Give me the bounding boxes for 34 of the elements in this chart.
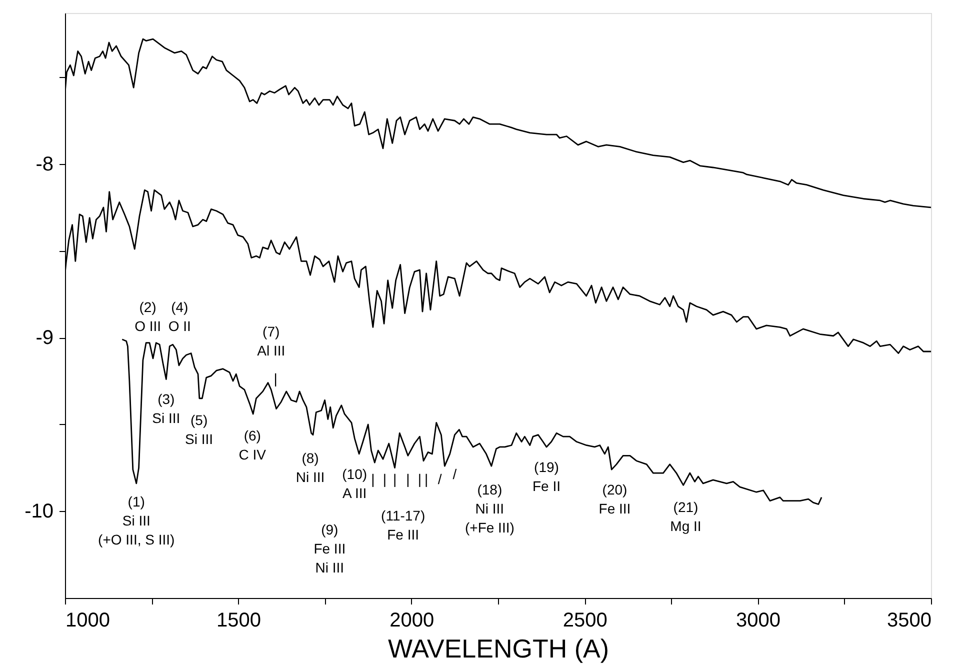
x-tick-label: 1500	[216, 610, 261, 632]
x-tick-label: 2500	[562, 610, 608, 632]
annotation: /	[438, 471, 442, 488]
y-tick-label: -8	[36, 154, 54, 176]
annotation: |	[392, 471, 397, 488]
annotation: |	[406, 471, 410, 488]
y-tick-label: -10	[24, 500, 54, 523]
annotation: (11-17) Fe III	[381, 507, 426, 542]
x-tick-label: 3000	[736, 610, 781, 632]
annotation: |	[382, 471, 387, 488]
annotation: |	[274, 370, 278, 386]
annotation: |	[371, 471, 375, 488]
annotation: (3) Si III	[152, 391, 180, 426]
annotation: (5) Si III	[185, 412, 214, 447]
annotation: (4) O II	[168, 299, 191, 334]
annotation: (20) Fe III	[598, 481, 631, 516]
annotation: (2) O III	[134, 299, 162, 334]
annotation: (6) C IV	[238, 428, 267, 463]
annotation: (21) Mg II	[670, 498, 702, 534]
y-tick-label: -9	[36, 327, 54, 350]
annotation: |	[424, 471, 428, 488]
x-tick-label: 2000	[390, 610, 434, 632]
annotation: (8) Ni III	[296, 450, 325, 486]
annotation: (9) Fe III Ni III	[314, 521, 346, 576]
annotation: (7) Al III	[257, 323, 286, 358]
annotation: (1) Si III (+O III, S III)	[98, 494, 175, 548]
annotation: (19) Fe II	[532, 458, 561, 494]
annotation: /	[452, 466, 457, 482]
x-tick-label: 3500	[887, 610, 932, 632]
x-axis-title: WAVELENGTH (A)	[388, 634, 610, 664]
annotation: |	[418, 471, 422, 488]
annotation: (18) Ni III (+Fe III)	[464, 481, 514, 536]
x-tick-label: 1000	[66, 610, 110, 632]
annotation: (10) A III	[342, 466, 368, 501]
